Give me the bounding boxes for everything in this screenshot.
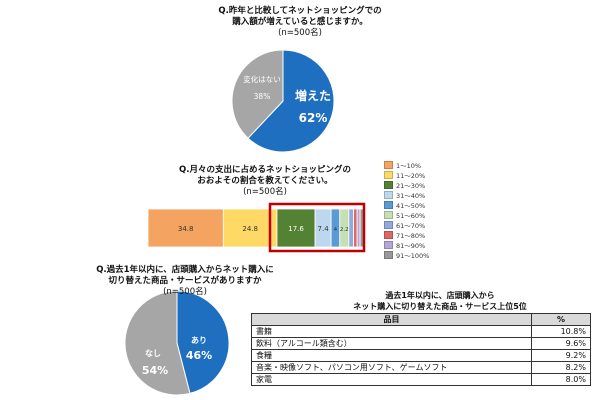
ranking-header-row: 品目 % xyxy=(251,313,591,326)
legend-label: 51～60% xyxy=(396,212,426,220)
q3-label-no: なし xyxy=(145,349,161,358)
legend-item: 81～90% xyxy=(384,240,429,250)
q2-title: Q.月々の支出に占めるネットショッピングの おおよその割合を教えてください。 (… xyxy=(140,165,390,198)
q1-label-increased: 増えた xyxy=(295,88,331,103)
bar-segment xyxy=(339,208,350,248)
legend-label: 61～70% xyxy=(396,222,426,230)
bar-segment xyxy=(330,208,341,248)
ranking-table: 品目 % 書籍 10.8% 飲料（アルコール類含む） 9.6% 食糧 9.2% 音楽・… xyxy=(251,313,591,386)
table-row: 音楽・映像ソフト、パソコン用ソフト、ゲームソフト 8.2% xyxy=(251,361,591,374)
legend-item: 71～80% xyxy=(384,230,429,240)
legend-label: 31～40% xyxy=(396,192,426,200)
bar-segment-label: 7.4 xyxy=(318,225,330,233)
ranking-item: 音楽・映像ソフト、パソコン用ソフト、ゲームソフト xyxy=(251,361,532,374)
legend-label: 41～50% xyxy=(396,202,426,210)
q3-pie-slices xyxy=(124,290,230,396)
legend-item: 51～60% xyxy=(384,210,429,220)
bar-segment-label: 2.2 xyxy=(340,227,349,233)
q1-pie-slices xyxy=(231,49,335,153)
ranking-title-line-1: 過去1年以内に、店頭購入から xyxy=(385,291,495,300)
ranking-item: 家電 xyxy=(251,373,532,386)
q1-slice-no-change xyxy=(231,49,284,139)
bar-segment xyxy=(147,208,224,248)
q3-label-yes: あり xyxy=(191,336,207,345)
q3-value-yes: 46% xyxy=(186,349,212,362)
legend-item: 91～100% xyxy=(384,250,429,260)
bar-segment-label: 34.8 xyxy=(178,225,194,233)
legend-swatch xyxy=(384,221,393,229)
q2-title-line-1: Q.月々の支出に占めるネットショッピングの xyxy=(179,165,351,175)
bar-segment xyxy=(348,208,355,248)
legend-label: 71～80% xyxy=(396,232,426,240)
ranking-item: 書籍 xyxy=(251,325,532,338)
ranking-item: 飲料（アルコール類含む） xyxy=(251,337,532,350)
legend-swatch xyxy=(384,171,393,179)
table-row: 食糧 9.2% xyxy=(251,349,591,362)
legend-item: 11～20% xyxy=(384,170,429,180)
q2-highlight-box xyxy=(268,202,366,253)
bar-segment xyxy=(353,208,358,248)
q1-label-no-change: 変化はない xyxy=(243,74,281,84)
legend-item: 21～30% xyxy=(384,180,429,190)
q1-value-increased: 62% xyxy=(299,111,328,125)
bar-segment-label: 24.8 xyxy=(242,225,258,233)
q1-sample-size: (n=500名) xyxy=(278,28,322,38)
legend-item: 61～70% xyxy=(384,220,429,230)
q2-sample-size: (n=500名) xyxy=(243,187,287,197)
ranking-pct: 8.2% xyxy=(531,361,591,374)
legend-label: 91～100% xyxy=(396,252,430,260)
ranking-header-pct: % xyxy=(531,313,591,326)
legend-item: 41～50% xyxy=(384,200,429,210)
legend-swatch xyxy=(384,211,393,219)
q1-slice-increased xyxy=(247,49,335,153)
legend-swatch xyxy=(384,241,393,249)
bar-segment xyxy=(222,208,278,248)
ranking-pct: 9.6% xyxy=(531,337,591,350)
q3-slice-no xyxy=(124,290,191,396)
legend-item: 31～40% xyxy=(384,190,429,200)
legend-swatch xyxy=(384,181,393,189)
legend-label: 81～90% xyxy=(396,242,426,250)
q3-title: Q.過去1年以内に、店頭購入からネット購入に 切り替えた商品・サービスがあります… xyxy=(80,265,290,298)
legend-item: 1～10% xyxy=(384,160,429,170)
q1-title-line-2: 購入額が増えていると感じますか。 xyxy=(232,17,368,27)
legend-swatch xyxy=(384,191,393,199)
ranking-pct: 8.0% xyxy=(531,373,591,386)
ranking-title-line-2: ネット購入に切り替えた商品・サービス上位5位 xyxy=(353,302,527,311)
q2-title-line-2: おおよその割合を教えてください。 xyxy=(197,176,333,186)
legend-swatch xyxy=(384,231,393,239)
legend-label: 1～10% xyxy=(396,162,422,170)
bar-segment xyxy=(276,208,316,248)
bar-segment-label: 4 xyxy=(334,227,338,233)
legend-label: 11～20% xyxy=(396,172,426,180)
table-row: 飲料（アルコール類含む） 9.6% xyxy=(251,337,591,350)
q3-title-line-2: 切り替えた商品・サービスがありますか xyxy=(108,276,262,286)
table-row: 書籍 10.8% xyxy=(251,325,591,338)
q3-slice-yes xyxy=(176,290,230,394)
ranking-title: 過去1年以内に、店頭購入から ネット購入に切り替えた商品・サービス上位5位 xyxy=(300,290,580,312)
ranking-header-item: 品目 xyxy=(251,313,532,326)
q2-legend: 1～10% 11～20% 21～30% 31～40% 41～50% 51～60% 61～70… xyxy=(384,160,429,260)
ranking-pct: 9.2% xyxy=(531,349,591,362)
q2-stacked-bar: 34.8 24.8 17.6 7.4 4 2.2 xyxy=(147,208,365,248)
legend-swatch xyxy=(384,201,393,209)
q1-value-no-change: 38% xyxy=(254,92,271,101)
bar-segment-label: 17.6 xyxy=(288,225,304,233)
q3-value-no: 54% xyxy=(142,364,168,377)
q3-sample-size: (n=500名) xyxy=(163,287,207,297)
legend-label: 21～30% xyxy=(396,182,426,190)
legend-swatch xyxy=(384,251,393,259)
table-row: 家電 8.0% xyxy=(251,373,591,386)
legend-swatch xyxy=(384,161,393,169)
ranking-pct: 10.8% xyxy=(531,325,591,338)
ranking-item: 食糧 xyxy=(251,349,532,362)
bar-segment xyxy=(356,208,361,248)
q1-title-line-1: Q.昨年と比較してネットショッピングでの xyxy=(218,6,382,16)
bar-segment xyxy=(314,208,332,248)
q3-title-line-1: Q.過去1年以内に、店頭購入からネット購入に xyxy=(96,265,274,275)
bar-segment xyxy=(359,208,365,248)
q1-title: Q.昨年と比較してネットショッピングでの 購入額が増えていると感じますか。 (n… xyxy=(170,6,430,39)
